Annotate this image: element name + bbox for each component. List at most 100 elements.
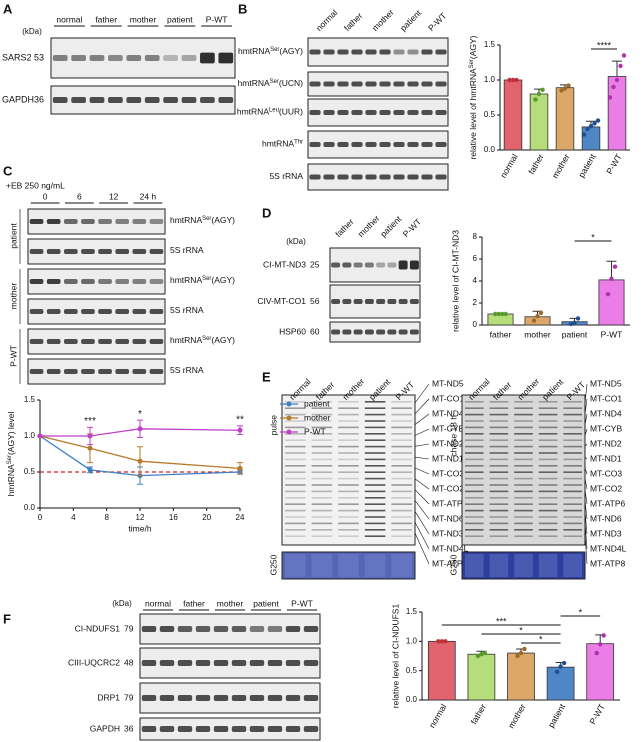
gel-band <box>563 439 582 441</box>
band-leader <box>584 522 588 550</box>
gel-band <box>285 535 306 537</box>
data-point <box>612 264 618 269</box>
gel-band <box>338 439 359 441</box>
blot-band <box>29 339 44 344</box>
y-tick-label: 0.5 <box>24 467 36 476</box>
gel-band <box>364 445 386 448</box>
lane-label: P-WT <box>401 217 423 239</box>
panel-letter: E <box>262 369 271 384</box>
blot-band <box>342 262 352 268</box>
text-part: hmtRNA <box>238 46 270 56</box>
bar <box>529 93 549 151</box>
y-tick-label: 1.0 <box>406 636 418 645</box>
text-part: hmtRNA <box>237 107 269 117</box>
band-label: MT-ND4L <box>432 543 469 553</box>
blot-band <box>267 660 283 666</box>
gel-band <box>465 445 484 448</box>
blot-band <box>267 626 283 632</box>
gel-band <box>465 477 484 480</box>
gel-band <box>538 445 558 448</box>
gel-band <box>538 503 558 505</box>
gel-band <box>563 477 582 480</box>
gel-band <box>391 401 412 403</box>
blot-band <box>409 299 419 304</box>
kda-label: 79 <box>124 623 134 633</box>
lane-label: normal <box>56 14 82 24</box>
gel-label: chase 18 h <box>448 415 458 457</box>
blot-band <box>285 660 301 666</box>
data-point <box>237 465 243 471</box>
kda-label: 36 <box>124 723 134 733</box>
gel-band <box>465 407 484 409</box>
blot-band <box>309 142 321 147</box>
row-label: HSP60 <box>279 326 306 336</box>
data-point <box>601 633 606 638</box>
gel-band <box>311 413 333 416</box>
gel-band <box>514 458 533 461</box>
blot-band <box>81 309 95 314</box>
gel-band <box>311 452 333 454</box>
blot-band <box>365 110 377 115</box>
blot-band <box>353 329 363 335</box>
gel-band <box>391 484 412 486</box>
gel-band <box>514 509 533 512</box>
blot-band <box>379 142 391 147</box>
blot-band <box>393 174 405 180</box>
blot-band <box>393 142 405 147</box>
blot-band <box>331 299 341 304</box>
gel-band <box>364 477 386 480</box>
blot-band <box>337 81 349 87</box>
legend-label: P-WT <box>304 426 326 436</box>
gel-band <box>489 522 509 525</box>
data-point <box>558 664 563 669</box>
blot-band <box>398 329 408 335</box>
blot-band <box>115 279 130 284</box>
gel-band <box>285 445 306 448</box>
data-point <box>482 650 488 656</box>
gel-band <box>311 458 333 461</box>
gel-band <box>489 413 509 416</box>
y-tick-label: 1.0 <box>484 75 496 84</box>
text-part: (AGY) level <box>6 411 16 455</box>
data-point <box>605 292 611 297</box>
gel-band <box>391 522 412 525</box>
y-tick-label: 8 <box>473 232 478 241</box>
y-tick-label: 2 <box>473 298 478 307</box>
band-label: MT-CO3 <box>432 468 464 478</box>
blot-band <box>379 81 391 87</box>
gel-band <box>563 413 582 416</box>
band-label: MT-CYB <box>432 423 464 433</box>
gel-band <box>285 509 306 512</box>
data-point <box>538 310 544 316</box>
blot-band <box>29 309 44 314</box>
gel-band <box>489 426 509 429</box>
data-point <box>37 433 43 439</box>
gel-band <box>338 497 359 499</box>
blot-band <box>323 174 335 180</box>
kda-label: 36 <box>34 94 44 104</box>
gel-band <box>338 529 359 531</box>
band-leader <box>414 532 430 565</box>
blot-band <box>393 81 405 87</box>
blot-band <box>98 219 112 224</box>
gel-band <box>563 535 582 537</box>
gel-band <box>514 445 533 448</box>
x-tick-label: patient <box>576 152 598 180</box>
gel-band <box>465 529 484 531</box>
lane-label: mother <box>217 598 244 608</box>
band-label: MT-CYB <box>590 423 622 433</box>
gel-band <box>338 452 359 454</box>
data-point <box>87 433 93 439</box>
band-label: MT-CO2 <box>432 483 464 493</box>
lane-label: P-WT <box>291 598 313 608</box>
row-label: hmtRNASer(AGY) <box>238 46 303 56</box>
row-label: SARS2 <box>2 52 32 62</box>
row-label: hmtRNALeu(UUR) <box>237 107 303 117</box>
blot-band <box>29 249 44 254</box>
superscript: Ser <box>270 47 279 53</box>
row-label: 5S rRNA <box>170 305 204 315</box>
data-point <box>514 77 519 83</box>
band-leader <box>584 443 588 447</box>
kda-header: (kDa) <box>286 237 306 246</box>
gel-band <box>311 465 333 467</box>
